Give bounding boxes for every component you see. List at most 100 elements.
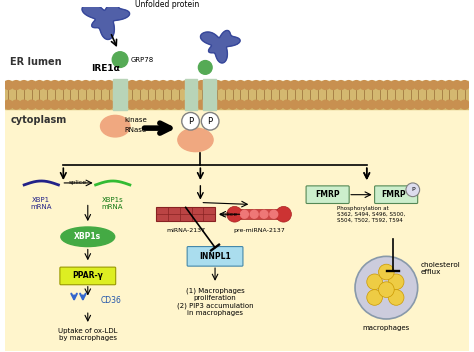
Circle shape xyxy=(355,256,418,319)
Bar xyxy=(5,81,469,108)
Text: macrophages: macrophages xyxy=(363,325,410,331)
Text: INNPL1: INNPL1 xyxy=(199,252,231,261)
Text: pre-miRNA-2137: pre-miRNA-2137 xyxy=(233,228,285,233)
Circle shape xyxy=(445,81,454,89)
Circle shape xyxy=(236,100,245,109)
FancyBboxPatch shape xyxy=(306,186,349,203)
Circle shape xyxy=(406,100,415,109)
Text: IRE1α: IRE1α xyxy=(91,64,119,73)
Circle shape xyxy=(105,100,113,109)
Circle shape xyxy=(58,100,67,109)
Circle shape xyxy=(35,81,44,89)
Circle shape xyxy=(97,81,106,89)
Circle shape xyxy=(190,100,199,109)
Circle shape xyxy=(290,81,299,89)
Bar xyxy=(5,81,469,351)
Circle shape xyxy=(367,81,376,89)
Circle shape xyxy=(213,81,222,89)
Text: mRNA: mRNA xyxy=(30,205,52,210)
Bar xyxy=(156,207,215,221)
Circle shape xyxy=(205,81,214,89)
Circle shape xyxy=(240,210,248,218)
Text: Unfolded protein: Unfolded protein xyxy=(135,0,199,9)
Circle shape xyxy=(298,100,307,109)
Circle shape xyxy=(453,81,461,89)
Text: Uptake of ox-LDL
by macrophages: Uptake of ox-LDL by macrophages xyxy=(58,328,118,341)
Circle shape xyxy=(352,81,361,89)
Circle shape xyxy=(12,100,20,109)
Circle shape xyxy=(112,52,128,68)
Circle shape xyxy=(244,81,253,89)
Circle shape xyxy=(19,81,28,89)
Circle shape xyxy=(260,210,268,218)
Circle shape xyxy=(337,100,346,109)
Circle shape xyxy=(89,81,98,89)
Circle shape xyxy=(313,81,322,89)
Circle shape xyxy=(275,100,283,109)
Circle shape xyxy=(321,100,330,109)
Circle shape xyxy=(252,100,260,109)
Circle shape xyxy=(283,81,291,89)
Circle shape xyxy=(112,81,121,89)
Circle shape xyxy=(259,81,268,89)
Circle shape xyxy=(276,206,292,222)
Circle shape xyxy=(236,81,245,89)
Circle shape xyxy=(174,100,183,109)
Circle shape xyxy=(128,100,137,109)
Text: XBP1s: XBP1s xyxy=(101,197,123,203)
Circle shape xyxy=(367,274,383,290)
Circle shape xyxy=(460,81,469,89)
FancyBboxPatch shape xyxy=(374,186,418,203)
Circle shape xyxy=(422,100,430,109)
Circle shape xyxy=(414,100,423,109)
Circle shape xyxy=(375,81,384,89)
Text: XBP1: XBP1 xyxy=(32,197,50,203)
Circle shape xyxy=(227,206,243,222)
Circle shape xyxy=(375,100,384,109)
Text: (1) Macrophages
proliferation
(2) PIP3 accumulation
in macrophages: (1) Macrophages proliferation (2) PIP3 a… xyxy=(177,288,254,316)
Circle shape xyxy=(174,81,183,89)
Circle shape xyxy=(460,100,469,109)
Circle shape xyxy=(35,100,44,109)
Circle shape xyxy=(12,81,20,89)
Circle shape xyxy=(259,100,268,109)
Circle shape xyxy=(197,81,206,89)
Text: Phosphorylation at
S362, S494, S496, S500,
S504, T502, T592, T594: Phosphorylation at S362, S494, S496, S50… xyxy=(337,206,406,223)
Circle shape xyxy=(391,100,400,109)
Text: splice: splice xyxy=(69,181,87,186)
Circle shape xyxy=(120,81,129,89)
Bar xyxy=(113,79,127,111)
Circle shape xyxy=(143,100,152,109)
Circle shape xyxy=(105,81,113,89)
Circle shape xyxy=(73,81,82,89)
Circle shape xyxy=(182,100,191,109)
Circle shape xyxy=(360,100,369,109)
Text: splice: splice xyxy=(219,212,238,217)
Circle shape xyxy=(422,81,430,89)
Circle shape xyxy=(97,100,106,109)
Circle shape xyxy=(50,81,59,89)
Circle shape xyxy=(244,100,253,109)
Circle shape xyxy=(298,81,307,89)
Ellipse shape xyxy=(100,115,130,137)
Circle shape xyxy=(437,100,446,109)
Text: P: P xyxy=(208,117,213,126)
Circle shape xyxy=(429,100,438,109)
FancyBboxPatch shape xyxy=(187,246,243,266)
Circle shape xyxy=(267,81,276,89)
Circle shape xyxy=(367,100,376,109)
Circle shape xyxy=(43,100,52,109)
Text: RNase: RNase xyxy=(124,127,146,133)
Circle shape xyxy=(379,264,394,280)
Circle shape xyxy=(321,81,330,89)
Circle shape xyxy=(58,81,67,89)
Circle shape xyxy=(290,100,299,109)
Circle shape xyxy=(159,81,167,89)
Circle shape xyxy=(73,100,82,109)
Circle shape xyxy=(383,81,392,89)
Circle shape xyxy=(128,81,137,89)
Circle shape xyxy=(190,81,199,89)
Circle shape xyxy=(205,100,214,109)
Text: P: P xyxy=(188,117,193,126)
Circle shape xyxy=(220,81,229,89)
